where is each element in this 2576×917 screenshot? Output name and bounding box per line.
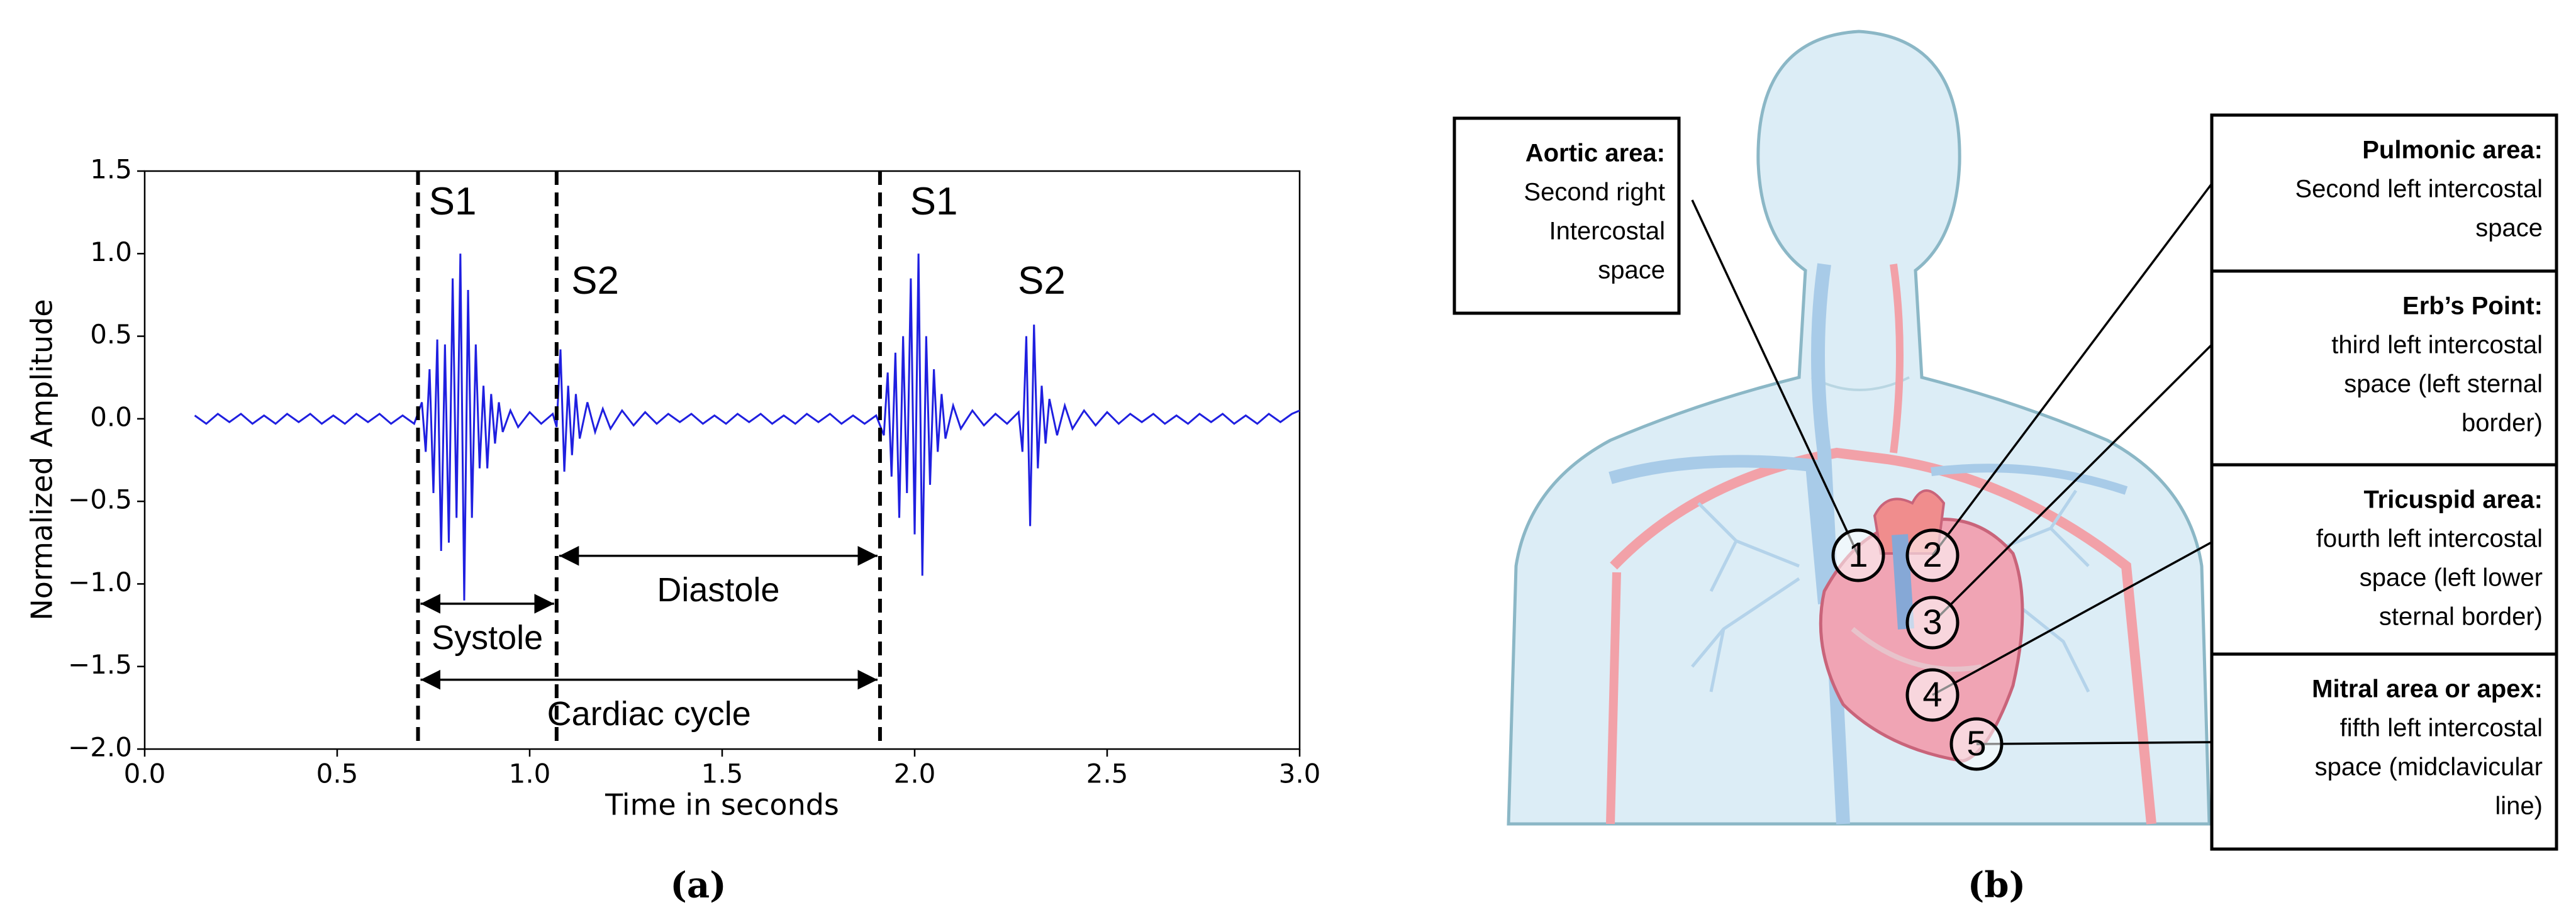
marker-number: 5 <box>1966 723 1986 763</box>
sound-label: S2 <box>1018 259 1066 303</box>
callout-text: third left intercostal <box>2331 331 2543 359</box>
callout-text: Intercostal <box>1549 218 1665 245</box>
y-tick-label: −1.5 <box>68 649 132 680</box>
callout-text: space (left sternal <box>2344 370 2543 398</box>
interval-label: Diastole <box>657 571 779 609</box>
sound-label: S1 <box>429 180 477 223</box>
panel-label: (a) <box>670 865 726 906</box>
interval-label: Cardiac cycle <box>547 695 751 733</box>
auscultation-marker <box>1905 596 1960 650</box>
auscultation-marker <box>1905 668 1960 722</box>
callout-text: space <box>1598 257 1665 284</box>
callout-text: border) <box>2462 409 2543 437</box>
leader-line <box>1931 182 2213 557</box>
callout-text: line) <box>2495 792 2543 820</box>
y-tick-label: 1.0 <box>90 236 132 267</box>
x-tick-label: 0.0 <box>124 759 166 789</box>
callout-text: sternal border) <box>2379 603 2543 631</box>
callout-title: Mitral area or apex: <box>2312 675 2543 703</box>
x-axis-label: Time in seconds <box>605 788 839 822</box>
auscultation-marker <box>1949 717 2004 771</box>
callout-text: space (midclavicular <box>2315 753 2543 781</box>
x-tick-label: 1.5 <box>701 759 744 789</box>
callout-title: Pulmonic area: <box>2362 136 2543 164</box>
x-tick-label: 2.0 <box>894 759 936 789</box>
y-tick-label: −2.0 <box>68 732 132 763</box>
y-tick-label: −1.0 <box>68 567 132 597</box>
callout-box <box>2210 652 2558 851</box>
sound-label: S1 <box>910 180 958 223</box>
callout-title: Aortic area: <box>1525 140 1665 167</box>
callout-title: Tricuspid area: <box>2363 486 2543 514</box>
callout-text: space (left lower <box>2360 564 2543 592</box>
callout-text: fifth left intercostal <box>2340 714 2543 742</box>
y-tick-label: 1.5 <box>90 154 132 185</box>
leader-line <box>1931 343 2213 624</box>
marker-number: 4 <box>1922 674 1942 714</box>
y-axis-label: Normalized Amplitude <box>25 299 59 620</box>
chart: Time in seconds Normalized Amplitude 0.0… <box>25 154 1321 822</box>
leader-line <box>1691 199 1860 556</box>
interval-label: Systole <box>432 619 543 657</box>
marker-number: 3 <box>1922 602 1942 642</box>
callout-text: space <box>2475 214 2543 242</box>
x-tick-label: 2.5 <box>1086 759 1129 789</box>
leader-line <box>1976 741 2212 745</box>
x-tick-label: 0.5 <box>316 759 359 789</box>
marker-number: 2 <box>1922 535 1942 574</box>
plot-frame <box>143 170 1301 750</box>
callout-text: Second left intercostal <box>2295 175 2543 203</box>
signal-line <box>194 253 1300 601</box>
auscultation-marker <box>1905 528 1960 582</box>
callout-title: Erb’s Point: <box>2402 292 2543 320</box>
callout-text: fourth left intercostal <box>2316 525 2543 553</box>
callout-box <box>2210 463 2558 662</box>
diagram: Aortic area: Second right Intercostal space… <box>1452 113 2558 851</box>
callout-text: Second right <box>1524 179 1665 206</box>
marker-number: 1 <box>1848 535 1868 574</box>
sound-label: S2 <box>571 259 619 303</box>
y-tick-label: −0.5 <box>68 484 132 515</box>
x-tick-label: 3.0 <box>1279 759 1321 789</box>
callout-box <box>1452 116 1681 315</box>
y-tick-label: 0.5 <box>90 319 132 350</box>
panel-label: (b) <box>1968 865 2026 906</box>
leader-line <box>1932 541 2212 696</box>
auscultation-marker <box>1831 528 1885 582</box>
y-tick-label: 0.0 <box>90 401 132 432</box>
x-tick-label: 1.0 <box>509 759 551 789</box>
callout-box <box>2210 269 2558 468</box>
